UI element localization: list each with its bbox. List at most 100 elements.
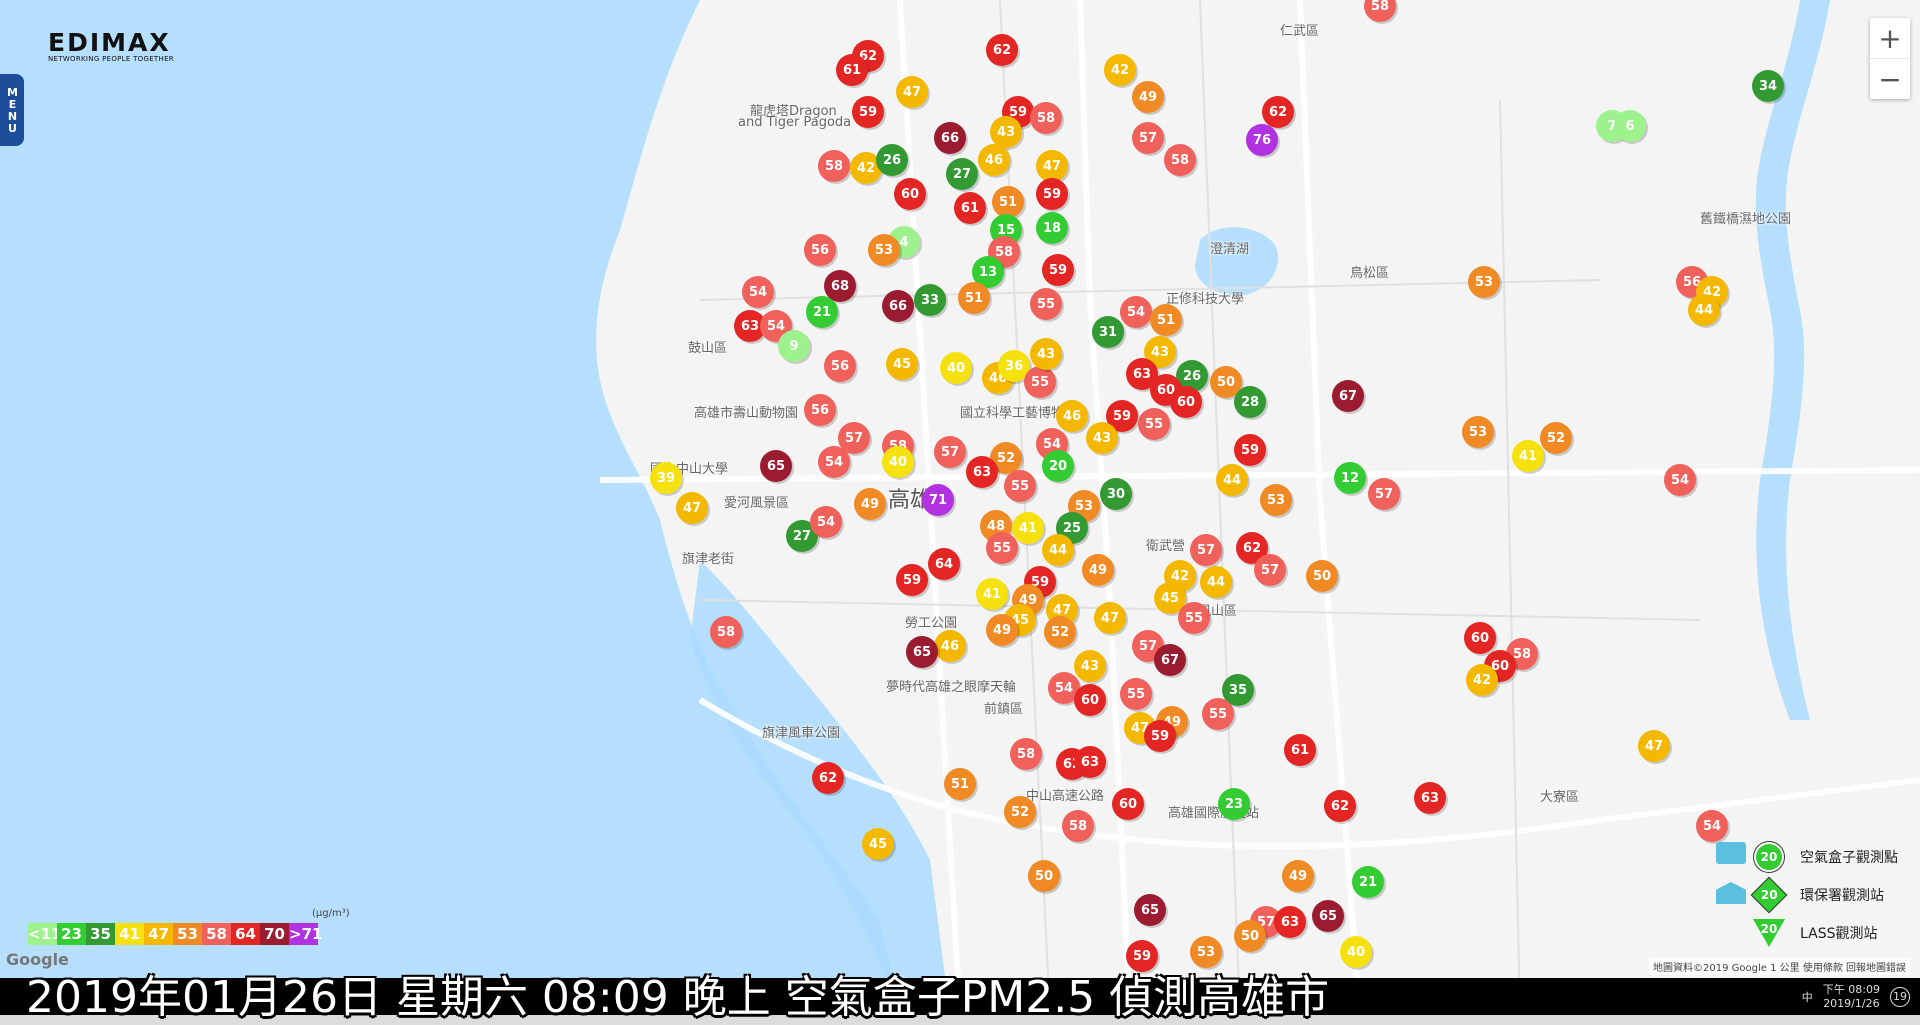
sensor-marker[interactable]: 65 bbox=[906, 636, 938, 668]
sensor-marker[interactable]: 65 bbox=[760, 450, 792, 482]
sensor-marker[interactable]: 45 bbox=[862, 828, 894, 860]
sensor-marker[interactable]: 49 bbox=[1282, 860, 1314, 892]
sensor-marker[interactable]: 50 bbox=[1234, 920, 1266, 952]
sensor-marker[interactable]: 40 bbox=[1340, 936, 1372, 968]
sensor-marker[interactable]: 49 bbox=[1132, 81, 1164, 113]
sensor-marker[interactable]: 71 bbox=[922, 484, 954, 516]
sensor-marker[interactable]: 47 bbox=[896, 76, 928, 108]
sensor-marker[interactable]: 51 bbox=[944, 768, 976, 800]
sensor-marker[interactable]: 42 bbox=[1104, 54, 1136, 86]
sensor-marker[interactable]: 63 bbox=[1274, 906, 1306, 938]
sensor-marker[interactable]: 47 bbox=[676, 492, 708, 524]
sensor-marker[interactable]: 40 bbox=[940, 352, 972, 384]
sensor-marker[interactable]: 52 bbox=[1540, 422, 1572, 454]
sensor-marker[interactable]: 67 bbox=[1154, 644, 1186, 676]
map-attribution[interactable]: 地圖資料©2019 Google 1 公里 使用條款 回報地圖錯誤 bbox=[1649, 958, 1910, 975]
sensor-marker[interactable]: 46 bbox=[934, 630, 966, 662]
sensor-marker[interactable]: 56 bbox=[804, 234, 836, 266]
sensor-marker[interactable]: 76 bbox=[1246, 124, 1278, 156]
sensor-marker[interactable]: 60 bbox=[894, 178, 926, 210]
sensor-marker[interactable]: 33 bbox=[914, 284, 946, 316]
sensor-marker[interactable]: 59 bbox=[1036, 178, 1068, 210]
sensor-marker[interactable]: 57 bbox=[1132, 122, 1164, 154]
sensor-marker[interactable]: 59 bbox=[1144, 720, 1176, 752]
sensor-marker[interactable]: 60 bbox=[1170, 386, 1202, 418]
zoom-in-button[interactable]: + bbox=[1878, 21, 1902, 55]
sensor-marker[interactable]: 60 bbox=[1112, 788, 1144, 820]
sensor-marker[interactable]: 60 bbox=[1464, 622, 1496, 654]
sensor-marker[interactable]: 23 bbox=[1218, 788, 1250, 820]
sensor-marker[interactable]: 59 bbox=[1126, 940, 1158, 972]
sensor-marker[interactable]: 55 bbox=[1202, 698, 1234, 730]
sensor-marker[interactable]: 54 bbox=[1696, 810, 1728, 842]
sensor-marker[interactable]: 47 bbox=[1638, 730, 1670, 762]
sensor-marker[interactable]: 43 bbox=[1086, 422, 1118, 454]
sensor-marker[interactable]: 41 bbox=[976, 578, 1008, 610]
menu-button[interactable]: MENU bbox=[0, 74, 24, 146]
sensor-marker[interactable]: 42 bbox=[1466, 664, 1498, 696]
sensor-marker[interactable]: 61 bbox=[954, 192, 986, 224]
sensor-marker[interactable]: 55 bbox=[1120, 678, 1152, 710]
sensor-marker[interactable]: 46 bbox=[978, 144, 1010, 176]
sensor-marker[interactable]: 47 bbox=[1036, 150, 1068, 182]
sensor-marker[interactable]: 58 bbox=[988, 236, 1020, 268]
sensor-marker[interactable]: 21 bbox=[1352, 866, 1384, 898]
sensor-marker[interactable]: 61 bbox=[1284, 734, 1316, 766]
sensor-marker[interactable]: 67 bbox=[1332, 380, 1364, 412]
sensor-marker[interactable]: 66 bbox=[882, 290, 914, 322]
sensor-marker[interactable]: 43 bbox=[1074, 650, 1106, 682]
sensor-marker[interactable]: 58 bbox=[1010, 738, 1042, 770]
sensor-marker[interactable]: 52 bbox=[1044, 616, 1076, 648]
sensor-marker[interactable]: 58 bbox=[1364, 0, 1396, 22]
sensor-marker[interactable]: 59 bbox=[852, 96, 884, 128]
sensor-marker[interactable]: 55 bbox=[1030, 288, 1062, 320]
taskbar-clock[interactable]: 下午 08:09 2019/1/26 bbox=[1823, 983, 1880, 1011]
sensor-marker[interactable]: 60 bbox=[1074, 684, 1106, 716]
zoom-out-button[interactable]: − bbox=[1870, 58, 1910, 99]
sensor-marker[interactable]: 40 bbox=[882, 446, 914, 478]
sensor-marker[interactable]: 44 bbox=[1200, 566, 1232, 598]
sensor-marker[interactable]: 44 bbox=[1042, 534, 1074, 566]
sensor-marker[interactable]: 62 bbox=[812, 762, 844, 794]
sensor-marker[interactable]: 55 bbox=[1138, 408, 1170, 440]
sensor-marker[interactable]: 50 bbox=[1028, 860, 1060, 892]
sensor-marker[interactable]: 18 bbox=[1036, 212, 1068, 244]
sensor-marker[interactable]: 62 bbox=[986, 34, 1018, 66]
sensor-marker[interactable]: 26 bbox=[876, 144, 908, 176]
sensor-marker[interactable]: 34 bbox=[1752, 70, 1784, 102]
sensor-marker[interactable]: 54 bbox=[818, 446, 850, 478]
sensor-marker[interactable]: 62 bbox=[1262, 96, 1294, 128]
sensor-marker[interactable]: 57 bbox=[934, 436, 966, 468]
sensor-marker[interactable]: 39 bbox=[650, 462, 682, 494]
sensor-marker[interactable]: 57 bbox=[1368, 478, 1400, 510]
ime-indicator[interactable]: 中 bbox=[1801, 990, 1813, 1004]
sensor-marker[interactable]: 63 bbox=[1074, 746, 1106, 778]
sensor-marker[interactable]: 54 bbox=[1664, 464, 1696, 496]
sensor-marker[interactable]: 42 bbox=[850, 152, 882, 184]
sensor-marker[interactable]: 30 bbox=[1100, 478, 1132, 510]
sensor-marker[interactable]: 59 bbox=[1042, 254, 1074, 286]
sensor-marker[interactable]: 53 bbox=[1468, 266, 1500, 298]
sensor-marker[interactable]: 9 bbox=[778, 330, 810, 362]
sensor-marker[interactable]: 56 bbox=[804, 394, 836, 426]
sensor-marker[interactable]: 46 bbox=[1056, 400, 1088, 432]
sensor-marker[interactable]: 59 bbox=[896, 564, 928, 596]
sensor-marker[interactable]: 43 bbox=[990, 116, 1022, 148]
sensor-marker[interactable]: 55 bbox=[1024, 366, 1056, 398]
sensor-marker[interactable]: 64 bbox=[928, 548, 960, 580]
sensor-marker[interactable]: 41 bbox=[1512, 440, 1544, 472]
sensor-marker[interactable]: 28 bbox=[1234, 386, 1266, 418]
sensor-marker[interactable]: 55 bbox=[986, 532, 1018, 564]
sensor-marker[interactable]: 36 bbox=[998, 350, 1030, 382]
sensor-marker[interactable]: 58 bbox=[818, 150, 850, 182]
sensor-marker[interactable]: 21 bbox=[806, 296, 838, 328]
sensor-marker[interactable]: 20 bbox=[1042, 450, 1074, 482]
sensor-marker[interactable]: 57 bbox=[1190, 534, 1222, 566]
sensor-marker[interactable]: 63 bbox=[1414, 782, 1446, 814]
sensor-marker[interactable]: 55 bbox=[1004, 470, 1036, 502]
sensor-marker[interactable]: 65 bbox=[1134, 894, 1166, 926]
sensor-marker[interactable]: 63 bbox=[966, 456, 998, 488]
sensor-marker[interactable]: 58 bbox=[710, 616, 742, 648]
sensor-marker[interactable]: 31 bbox=[1092, 316, 1124, 348]
